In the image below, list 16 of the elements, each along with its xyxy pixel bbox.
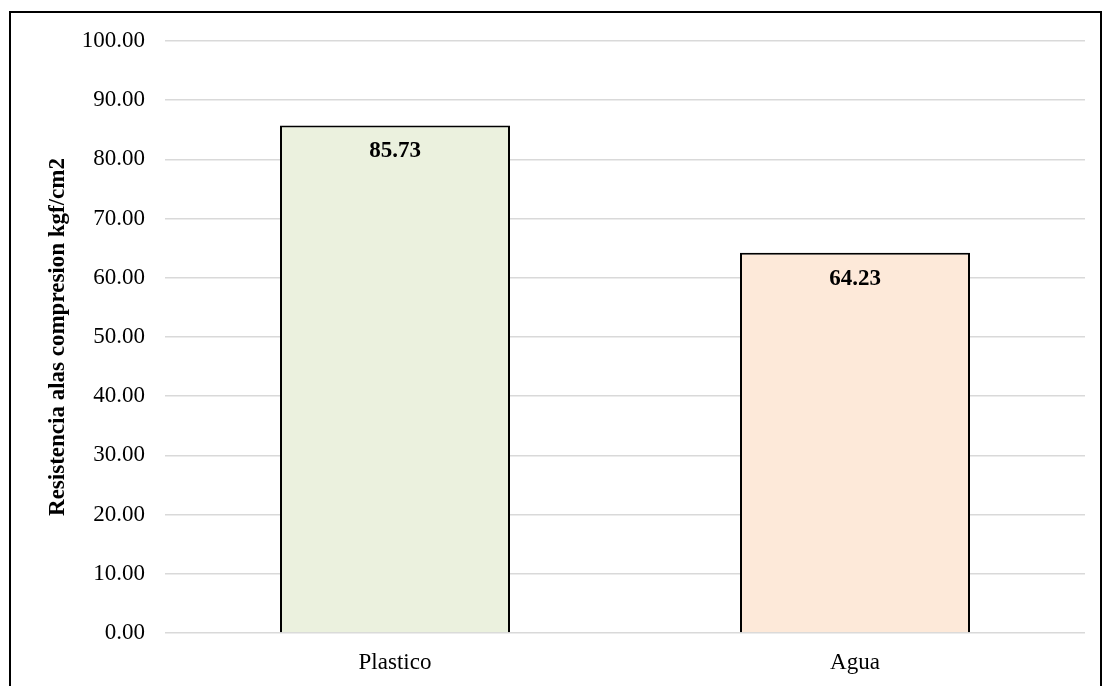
y-tick-label: 20.00: [93, 500, 145, 526]
y-tick-label: 60.00: [93, 263, 145, 289]
y-tick-label: 70.00: [93, 204, 145, 230]
y-tick-label: 0.00: [104, 619, 145, 645]
y-tick-label: 30.00: [93, 441, 145, 467]
y-tick-label: 50.00: [93, 323, 145, 349]
data-label: 85.73: [369, 137, 421, 163]
data-label: 64.23: [829, 264, 881, 290]
y-tick-label: 100.00: [81, 27, 145, 53]
y-tick-label: 40.00: [93, 382, 145, 408]
x-tick-label: Plastico: [358, 648, 432, 674]
y-tick-label: 10.00: [93, 559, 145, 585]
y-tick-label: 80.00: [93, 145, 145, 171]
y-tick-label: 90.00: [93, 86, 145, 112]
x-tick-label: Agua: [830, 648, 880, 674]
y-axis-title: Resistencia alas compresion kgf/cm2: [43, 158, 69, 516]
